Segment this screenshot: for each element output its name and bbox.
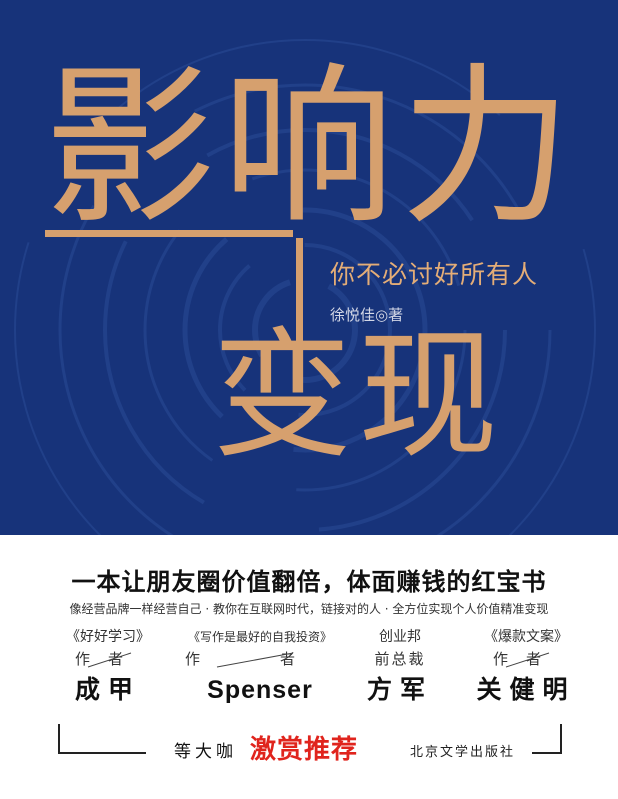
recommender-source: 创业邦 xyxy=(379,629,421,645)
recommender-role: 前总裁 xyxy=(325,647,475,671)
role-divider-line xyxy=(505,652,550,668)
role-divider-line xyxy=(216,652,294,668)
title-line-1: 影响力 xyxy=(44,47,578,248)
recommender-2: 《写作是最好的自我投资》 作者 Spenser xyxy=(185,627,335,707)
footer-left-bracket xyxy=(58,724,146,754)
recommender-role-text: 作者 xyxy=(74,650,141,668)
publisher-name: 北京文学出版社 xyxy=(410,745,516,760)
title-horizontal-rule xyxy=(45,230,293,237)
recommender-name: Spenser xyxy=(207,676,313,704)
role-divider-line xyxy=(87,652,132,668)
recommender-3: 创业邦 前总裁 方军 xyxy=(325,627,475,707)
book-slogan: 一本让朋友圈价值翻倍，体面赚钱的红宝书 xyxy=(71,568,547,596)
author-credit: 徐悦佳◎著 xyxy=(330,306,404,324)
recommender-source: 《写作是最好的自我投资》 xyxy=(187,630,332,644)
title-vertical-rule xyxy=(296,238,303,360)
recommender-role: 作者 xyxy=(33,647,183,671)
footer-right-bracket xyxy=(532,724,562,754)
recommender-role-text: 前总裁 xyxy=(374,650,426,668)
recommender-name: 方军 xyxy=(366,675,433,704)
recommender-role: 作者 xyxy=(185,647,335,671)
recommender-name: 关健明 xyxy=(476,675,576,704)
concentric-rings-decoration xyxy=(14,39,596,535)
book-description: 像经营品牌一样经营自己 · 教你在互联网时代，链接对的人 · 全方位实现个人价值… xyxy=(69,602,549,616)
recommender-role: 作者 xyxy=(451,647,601,671)
recommender-role-text: 作者 xyxy=(492,650,559,668)
footer-label: 等大咖 xyxy=(174,742,237,762)
footer-highlight: 激赏推荐 xyxy=(250,735,359,765)
recommender-4: 《爆款文案》 作者 关健明 xyxy=(451,627,601,707)
recommender-source: 《爆款文案》 xyxy=(484,629,568,645)
title-line-2: 变现 xyxy=(212,315,505,478)
recommender-1: 《好好学习》 作者 成甲 xyxy=(33,627,183,707)
book-subtitle: 你不必讨好所有人 xyxy=(330,260,539,289)
recommender-role-text: 作者 xyxy=(185,650,376,668)
recommender-name: 成甲 xyxy=(74,675,141,704)
recommender-source: 《好好学习》 xyxy=(66,629,150,645)
cover-top-panel: 影响力 你不必讨好所有人 徐悦佳◎著 变现 xyxy=(0,0,618,535)
